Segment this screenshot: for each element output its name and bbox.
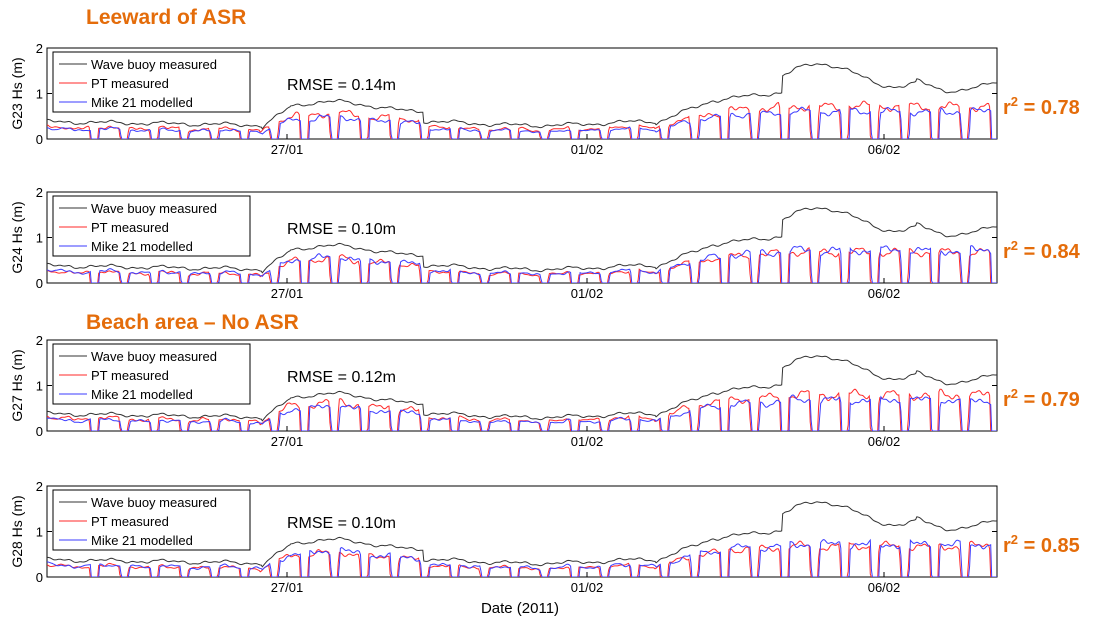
- legend-label: Wave buoy measured: [91, 495, 217, 510]
- series-wave-buoy: [47, 207, 997, 274]
- legend-label: PT measured: [91, 220, 169, 235]
- r2-superscript: 2: [1011, 386, 1018, 401]
- legend-label: Mike 21 modelled: [91, 387, 193, 402]
- y-axis-label: G23 Hs (m): [9, 57, 25, 129]
- series-wave-buoy: [47, 63, 997, 130]
- x-tick-label: 01/02: [571, 434, 604, 449]
- x-tick-label: 01/02: [571, 580, 604, 595]
- y-tick-label: 2: [36, 479, 43, 494]
- y-tick-label: 1: [36, 231, 43, 246]
- legend-label: PT measured: [91, 514, 169, 529]
- x-tick-label: 06/02: [868, 580, 901, 595]
- r2-symbol: r: [1003, 241, 1011, 263]
- legend-label: PT measured: [91, 76, 169, 91]
- x-tick-label: 06/02: [868, 142, 901, 157]
- y-tick-label: 0: [36, 570, 43, 585]
- r2-superscript: 2: [1011, 238, 1018, 253]
- x-tick-label: 06/02: [868, 434, 901, 449]
- y-axis-label: G24 Hs (m): [9, 201, 25, 273]
- y-tick-label: 0: [36, 132, 43, 147]
- series-group: [47, 63, 997, 139]
- r2-superscript: 2: [1011, 94, 1018, 109]
- x-tick-label: 27/01: [271, 286, 304, 301]
- series-group: [47, 355, 997, 431]
- y-tick-label: 2: [36, 41, 43, 56]
- legend-label: Wave buoy measured: [91, 57, 217, 72]
- rmse-annotation: RMSE = 0.10m: [287, 515, 396, 532]
- panel-g28: 0 1 2 27/01 01/02 06/02 G28 Hs (m) Wave buoy me…: [9, 479, 1080, 595]
- r2-value: = 0.84: [1018, 241, 1081, 263]
- r2-value: = 0.78: [1018, 97, 1080, 119]
- series-mike21: [47, 245, 997, 283]
- legend-label: Mike 21 modelled: [91, 239, 193, 254]
- y-tick-label: 1: [36, 525, 43, 540]
- y-tick-label: 0: [36, 424, 43, 439]
- series-pt-measured: [47, 540, 997, 577]
- y-tick-label: 2: [36, 185, 43, 200]
- legend-box: [52, 51, 251, 113]
- series-group: [47, 207, 997, 283]
- heading-beach: Beach area – No ASR: [86, 311, 299, 334]
- panel-g27: 0 1 2 27/01 01/02 06/02 G27 Hs (m) Wave buoy me…: [9, 333, 1080, 449]
- y-tick-label: 1: [36, 87, 43, 102]
- x-tick-label: 06/02: [868, 286, 901, 301]
- r2-superscript: 2: [1011, 532, 1018, 547]
- series-wave-buoy: [47, 501, 997, 568]
- series-wave-buoy: [47, 355, 997, 422]
- rmse-annotation: RMSE = 0.14m: [287, 77, 396, 94]
- x-axis-label: Date (2011): [481, 600, 559, 617]
- legend-label: Wave buoy measured: [91, 349, 217, 364]
- x-tick-label: 01/02: [571, 142, 604, 157]
- y-tick-label: 2: [36, 333, 43, 348]
- y-tick-label: 1: [36, 379, 43, 394]
- r2-annotation: r2 = 0.79: [1003, 386, 1080, 411]
- legend-label: Mike 21 modelled: [91, 533, 193, 548]
- series-mike21: [47, 538, 997, 577]
- r2-annotation: r2 = 0.78: [1003, 94, 1080, 119]
- r2-annotation: r2 = 0.85: [1003, 532, 1080, 557]
- rmse-annotation: RMSE = 0.10m: [287, 221, 396, 238]
- y-axis-label: G28 Hs (m): [9, 495, 25, 567]
- panel-g24: 0 1 2 27/01 01/02 06/02 G24 Hs (m) Wave buoy me…: [9, 185, 1081, 301]
- x-tick-label: 01/02: [571, 286, 604, 301]
- heading-leeward: Leeward of ASR: [86, 6, 246, 29]
- rmse-annotation: RMSE = 0.12m: [287, 369, 396, 386]
- series-mike21: [47, 394, 997, 431]
- legend-label: Mike 21 modelled: [91, 95, 193, 110]
- series-group: [47, 501, 997, 577]
- series-mike21: [47, 106, 997, 139]
- legend-label: Wave buoy measured: [91, 201, 217, 216]
- x-tick-label: 27/01: [271, 580, 304, 595]
- legend-label: PT measured: [91, 368, 169, 383]
- r2-symbol: r: [1003, 389, 1011, 411]
- panel-g23: 0 1 2 27/01 01/02 06/02 G23 Hs (m) Wave buoy me…: [9, 41, 1080, 157]
- y-tick-label: 0: [36, 276, 43, 291]
- x-tick-label: 27/01: [271, 142, 304, 157]
- y-axis-label: G27 Hs (m): [9, 349, 25, 421]
- x-tick-label: 27/01: [271, 434, 304, 449]
- r2-value: = 0.85: [1018, 535, 1080, 557]
- r2-symbol: r: [1003, 535, 1011, 557]
- r2-symbol: r: [1003, 97, 1011, 119]
- r2-annotation: r2 = 0.84: [1003, 238, 1081, 263]
- r2-value: = 0.79: [1018, 389, 1080, 411]
